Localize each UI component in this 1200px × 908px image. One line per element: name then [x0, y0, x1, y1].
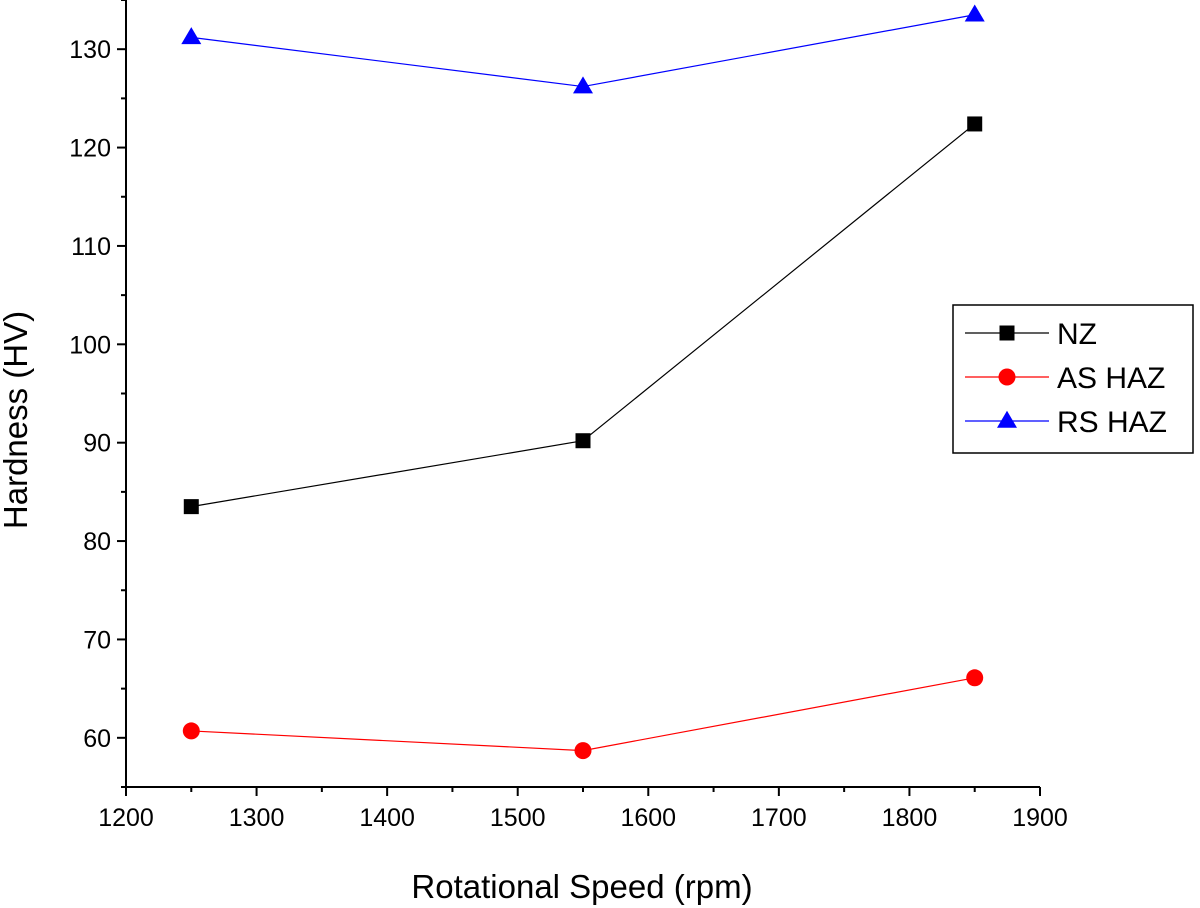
data-point-nz: [183, 499, 199, 515]
data-point-as-haz: [574, 742, 592, 760]
series-line-as-haz: [191, 677, 975, 752]
series-line-rs-haz: [191, 14, 975, 88]
x-axis-title: Rotational Speed (rpm): [411, 868, 752, 905]
data-point-rs-haz: [964, 4, 985, 22]
y-tick-label: 100: [69, 331, 111, 359]
legend-marker-nz: [999, 325, 1015, 341]
data-point-rs-haz: [573, 76, 593, 94]
series-line-nz: [191, 123, 976, 508]
data-point-nz: [967, 116, 983, 132]
data-point-as-haz: [182, 722, 200, 740]
legend-marker-as-haz: [998, 368, 1016, 386]
axes: 1200 1300 1400 1500 1600 1700 1800 1900 60 70 80 90…: [69, 0, 1068, 832]
plot-series: [181, 4, 985, 760]
data-point-rs-haz: [181, 27, 202, 45]
data-point-nz: [575, 433, 591, 449]
y-axis-title: Hardness (HV): [0, 311, 34, 529]
x-tick-label: 1900: [1012, 804, 1068, 832]
x-tick-label: 1800: [882, 804, 938, 832]
legend-marker-rs-haz: [997, 410, 1017, 428]
x-tick-label: 1600: [620, 804, 676, 832]
y-tick-label: 120: [69, 135, 111, 163]
y-tick-label: 90: [83, 430, 111, 458]
legend-box: [952, 304, 1194, 454]
legend-label-nz: NZ: [1057, 318, 1097, 351]
y-tick-label: 110: [71, 233, 111, 261]
legend-label-as-haz: AS HAZ: [1057, 362, 1165, 395]
x-tick-label: 1500: [490, 804, 546, 832]
x-tick-label: 1700: [751, 804, 807, 832]
data-point-as-haz: [966, 669, 984, 687]
x-tick-label: 1400: [359, 804, 415, 832]
y-tick-label: 80: [83, 528, 111, 556]
x-tick-label: 1300: [229, 804, 285, 832]
legend: NZ AS HAZ RS HAZ: [952, 304, 1194, 454]
y-tick-label: 130: [69, 36, 111, 64]
x-tick-label: 1200: [98, 804, 154, 832]
y-tick-label: 70: [83, 626, 111, 654]
legend-label-rs-haz: RS HAZ: [1057, 406, 1167, 439]
y-tick-label: 60: [83, 725, 111, 753]
